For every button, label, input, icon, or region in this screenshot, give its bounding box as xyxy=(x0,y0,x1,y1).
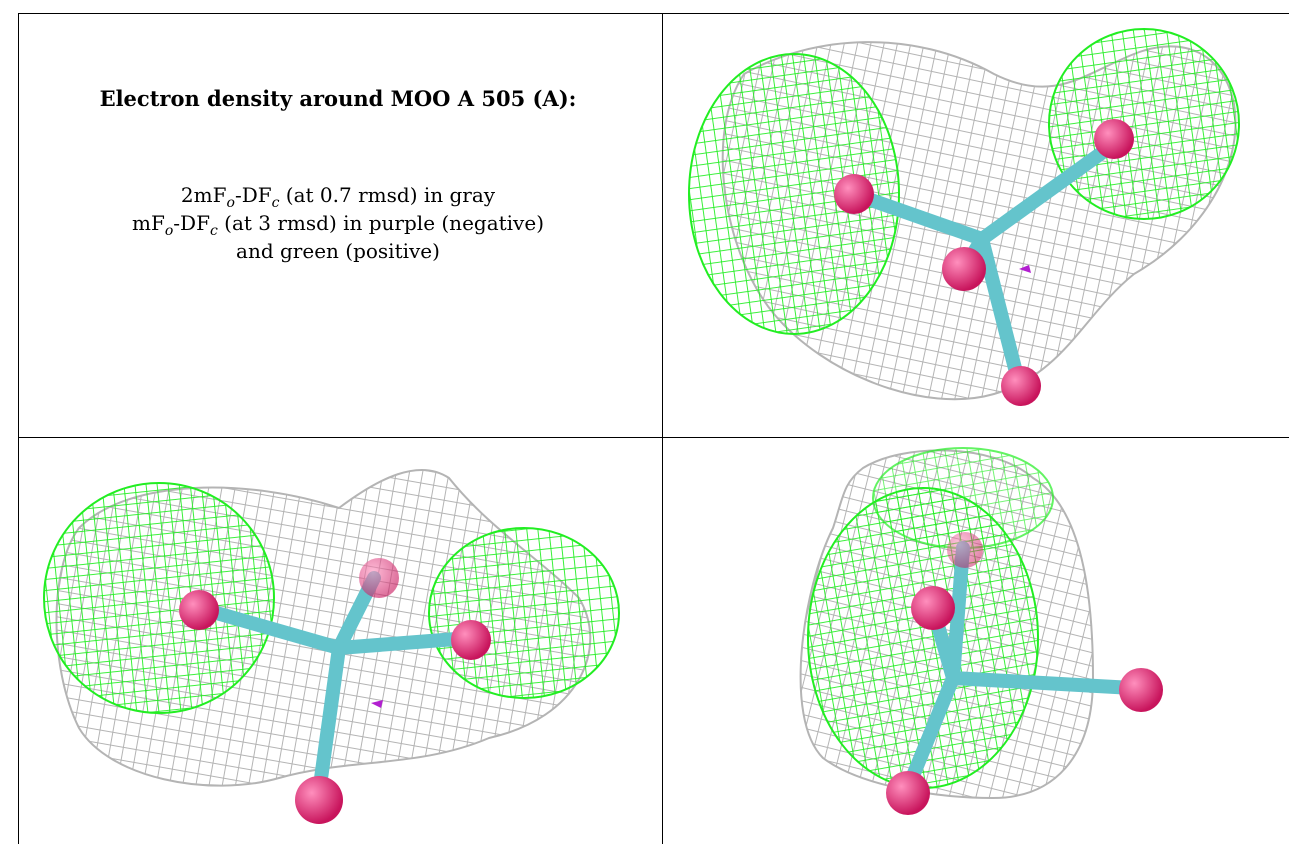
caption-line-mfo-dfc: mFo-DFc (at 3 rmsd) in purple (negative) xyxy=(132,211,544,239)
oxygen-atom xyxy=(911,586,955,630)
caption-description: 2mFo-DFc (at 0.7 rmsd) in gray mFo-DFc (… xyxy=(18,181,658,265)
density-view-bottom-right xyxy=(663,438,1289,844)
oxygen-atom xyxy=(451,620,491,660)
table-divider-horizontal-right xyxy=(648,437,1289,438)
density-image-bottom-right xyxy=(799,447,1163,815)
oxygen-atom xyxy=(834,174,874,214)
oxygen-atom xyxy=(947,532,983,568)
green-mesh-right xyxy=(428,527,620,699)
oxygen-atom xyxy=(179,590,219,630)
oxygen-atom xyxy=(1094,119,1134,159)
table-border-left xyxy=(18,13,19,844)
oxygen-atom xyxy=(359,558,399,598)
oxygen-atom xyxy=(942,247,986,291)
green-mesh-left xyxy=(43,482,275,714)
table-divider-vertical xyxy=(662,13,663,844)
oxygen-atom xyxy=(1119,668,1163,712)
density-view-bottom-left xyxy=(19,438,662,844)
green-mesh-left xyxy=(688,53,900,335)
green-mesh-right xyxy=(1048,28,1240,220)
table-divider-horizontal-left xyxy=(18,437,650,438)
caption-cell: Electron density around MOO A 505 (A): 2… xyxy=(18,86,658,265)
caption-line-2mfo-dfc: 2mFo-DFc (at 0.7 rmsd) in gray xyxy=(180,183,496,211)
oxygen-atom xyxy=(1001,366,1041,406)
molybdate-model xyxy=(901,541,1140,795)
caption-line-green: and green (positive) xyxy=(236,239,440,263)
oxygen-atom xyxy=(886,771,930,815)
density-image-top-right xyxy=(688,28,1240,406)
negative-density xyxy=(371,700,383,708)
density-view-top-right xyxy=(664,14,1289,437)
negative-density xyxy=(1019,265,1031,273)
caption-title: Electron density around MOO A 505 (A): xyxy=(99,86,577,111)
oxygen-atom xyxy=(295,776,343,824)
table-border-top xyxy=(18,13,1289,14)
density-image-bottom-left xyxy=(43,469,620,824)
